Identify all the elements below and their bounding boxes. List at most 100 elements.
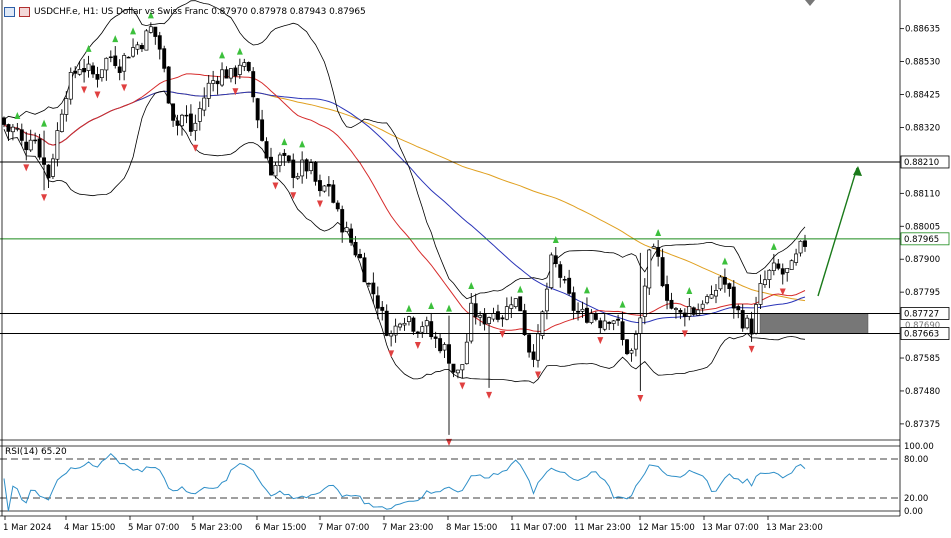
rsi-level-label: 0.00	[904, 507, 923, 517]
candle-body	[687, 305, 692, 317]
down-fractal-icon	[272, 182, 279, 190]
chart-menu-icon[interactable]	[4, 7, 15, 17]
candle-body	[73, 70, 78, 74]
candle-body	[455, 369, 460, 374]
down-fractal-icon	[121, 84, 128, 92]
candle-body	[611, 320, 616, 324]
candle	[82, 58, 87, 83]
candle	[122, 52, 127, 81]
candle-body	[59, 113, 64, 132]
price-tick-label: 0.88005	[905, 222, 940, 232]
candle	[273, 161, 278, 179]
candle-body	[651, 246, 656, 249]
up-fractal-icon	[130, 27, 137, 35]
candle-body	[220, 69, 224, 86]
candle	[349, 223, 354, 246]
candle	[709, 285, 714, 299]
candle	[625, 338, 629, 356]
candle-body	[82, 67, 87, 73]
up-fractal-icon	[619, 300, 626, 308]
candle-body	[233, 67, 238, 77]
candle	[642, 278, 647, 325]
candle	[153, 26, 158, 45]
price-tick-label: 0.88635	[905, 25, 940, 35]
candle	[211, 70, 216, 92]
time-tick-label: 7 Mar 23:00	[382, 523, 433, 533]
candle-body	[714, 290, 718, 297]
candle-body	[665, 284, 670, 301]
time-tick-label: 7 Mar 07:00	[318, 523, 369, 533]
candle	[33, 132, 38, 144]
candle	[86, 55, 91, 78]
candle-body	[776, 263, 781, 269]
candle	[331, 180, 336, 204]
level-label-box	[900, 232, 950, 246]
candle	[522, 303, 527, 336]
candle	[602, 313, 607, 332]
candle-body	[562, 279, 567, 281]
candle	[633, 330, 638, 357]
candle	[295, 172, 300, 180]
candle-body	[549, 254, 554, 288]
candle-body	[602, 320, 607, 330]
chart-grid-icon[interactable]	[19, 7, 30, 17]
candle-body	[705, 296, 710, 304]
up-fractal-icon	[655, 229, 662, 237]
candle-body	[353, 241, 358, 256]
candle-body	[140, 45, 144, 50]
candle-body	[536, 333, 540, 361]
candle-body	[64, 98, 69, 115]
candle-body	[15, 128, 20, 130]
candle-body	[758, 283, 763, 305]
candle-body	[188, 113, 193, 132]
candle-body	[447, 344, 451, 364]
candle	[656, 240, 661, 267]
up-fractal-icon	[446, 304, 452, 312]
candle-body	[571, 292, 576, 311]
candle	[15, 122, 20, 132]
time-tick-label: 5 Mar 23:00	[191, 523, 242, 533]
down-fractal-icon	[192, 144, 199, 152]
candle	[460, 364, 465, 379]
candle-body	[691, 307, 696, 315]
candle	[64, 91, 69, 122]
candle	[340, 205, 345, 243]
candle-body	[607, 321, 612, 324]
candle	[37, 133, 42, 160]
chart-shift-marker-icon[interactable]	[805, 0, 815, 6]
candle	[429, 312, 434, 340]
candle	[687, 297, 692, 321]
candle-body	[326, 184, 331, 187]
candle-body	[384, 310, 389, 336]
candle-body	[77, 69, 82, 75]
down-fractal-icon	[414, 341, 421, 349]
candle-body	[740, 310, 745, 329]
price-tick-label-overlapped: 0.87690	[905, 321, 940, 331]
candle	[794, 248, 799, 266]
candle-body	[669, 299, 674, 309]
candle-body	[46, 164, 51, 179]
candle	[59, 109, 64, 133]
candle	[402, 317, 407, 331]
candle-body	[55, 130, 60, 160]
candle-body	[224, 69, 229, 79]
candle-body	[407, 316, 411, 322]
down-fractal-icon	[779, 288, 786, 296]
down-fractal-icon	[41, 194, 48, 202]
candle	[718, 275, 723, 291]
candle-body	[126, 56, 131, 59]
chart-title: USDCHF.e, H1: US Dollar vs Swiss Franc 0…	[34, 7, 366, 17]
candle	[353, 236, 358, 258]
candle-body	[162, 48, 167, 69]
candle	[767, 269, 772, 289]
candle-body	[286, 155, 291, 162]
rsi-level-label: 100.00	[904, 442, 934, 452]
candle	[482, 308, 487, 331]
candle	[616, 314, 621, 326]
up-fractal-icon	[552, 235, 559, 243]
candle	[803, 234, 807, 252]
candle	[727, 282, 732, 297]
candle-body	[762, 279, 767, 285]
